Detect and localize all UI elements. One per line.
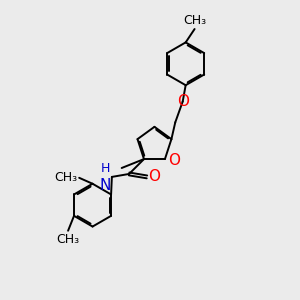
- Text: N: N: [99, 178, 110, 194]
- Text: O: O: [148, 169, 160, 184]
- Text: O: O: [177, 94, 189, 109]
- Text: CH₃: CH₃: [55, 171, 78, 184]
- Text: CH₃: CH₃: [183, 14, 206, 27]
- Text: H: H: [101, 161, 110, 175]
- Text: CH₃: CH₃: [56, 233, 80, 246]
- Text: O: O: [169, 153, 181, 168]
